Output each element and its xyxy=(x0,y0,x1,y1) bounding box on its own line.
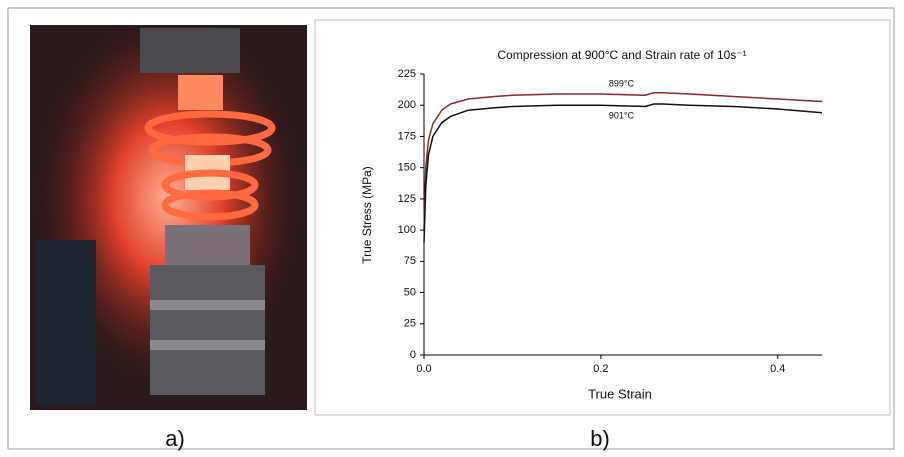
y-tick-label: 225 xyxy=(398,68,416,80)
series-line xyxy=(423,91,823,231)
y-tick-label: 125 xyxy=(398,193,416,205)
y-tick-label: 200 xyxy=(398,99,416,111)
panel-label: b) xyxy=(590,426,610,451)
series-label: 899°C xyxy=(609,78,635,88)
series-label: 901°C xyxy=(609,111,635,121)
chart-title: Compression at 900°C and Strain rate of … xyxy=(497,48,746,62)
x-tick-label: 0.2 xyxy=(593,363,608,375)
panel-label: a) xyxy=(165,426,185,451)
series-line xyxy=(423,103,823,243)
y-tick-label: 25 xyxy=(404,318,416,330)
x-axis-label: True Strain xyxy=(588,386,652,401)
y-tick-label: 175 xyxy=(398,130,416,142)
x-tick-label: 0.0 xyxy=(416,363,431,375)
chart-border xyxy=(314,19,891,416)
y-tick-label: 75 xyxy=(404,255,416,267)
y-tick-label: 100 xyxy=(398,224,416,236)
photo xyxy=(30,25,307,410)
figure-border xyxy=(7,7,895,450)
y-tick-label: 150 xyxy=(398,162,416,174)
y-tick-label: 50 xyxy=(404,286,416,298)
x-tick-label: 0.4 xyxy=(770,363,785,375)
y-axis-label: True Stress (MPa) xyxy=(360,166,374,264)
y-tick-label: 0 xyxy=(410,349,416,361)
